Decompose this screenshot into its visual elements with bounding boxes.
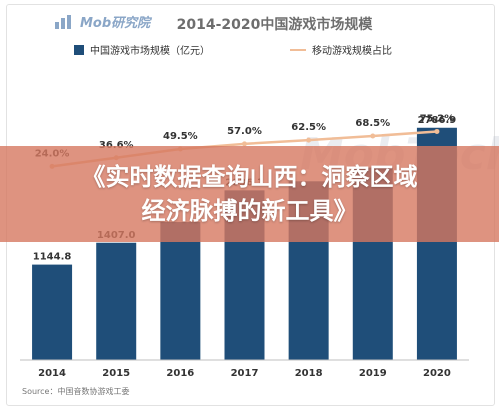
bar-2014 — [32, 264, 73, 360]
brand-logo: Mob研究院 — [54, 12, 150, 31]
line-value-label: 62.5% — [291, 122, 326, 133]
x-tick-label: 2019 — [359, 368, 387, 379]
line-value-label: 36.6% — [99, 140, 134, 151]
x-tick-label: 2017 — [231, 368, 259, 379]
x-tick-label: 2015 — [102, 368, 130, 379]
mobile-share-point — [242, 141, 247, 147]
x-tick-label: 2020 — [423, 368, 451, 379]
legend-label: 移动游戏规模占比 — [312, 46, 392, 57]
mob-logo-icon — [55, 14, 71, 29]
line-value-label: 68.5% — [355, 118, 390, 129]
legend-line-swatch — [290, 48, 306, 51]
legend-bar-swatch — [74, 44, 84, 55]
line-value-label: 49.5% — [163, 131, 198, 142]
bar-2016 — [160, 222, 201, 360]
legend-item-mobile-share: 移动游戏规模占比 — [290, 42, 392, 57]
bar-value-label: 1144.8 — [33, 252, 72, 263]
x-tick-label: 2014 — [38, 368, 66, 379]
banner-line-1: 《实时数据查询山西：洞察区域 — [81, 163, 418, 191]
legend-label: 中国游戏市场规模（亿元） — [90, 46, 210, 57]
line-value-label: 57.0% — [227, 126, 262, 137]
mobile-share-point — [306, 137, 312, 143]
logo-text: Mob研究院 — [80, 16, 151, 31]
source-note: Source：中国音数协游戏工委 — [22, 387, 130, 396]
line-value-label: 75.2% — [420, 113, 455, 124]
banner-line-2: 经济脉搏的新工具》 — [141, 197, 358, 225]
x-tick-label: 2016 — [166, 368, 194, 379]
mobile-share-point — [434, 128, 440, 134]
bar-value-label: 2786.9 — [418, 115, 457, 126]
chart-legend: 中国游戏市场规模（亿元） 移动游戏规模占比 — [0, 42, 499, 62]
mobile-share-point — [370, 133, 376, 139]
bar-2015 — [96, 242, 137, 360]
chart-title: 2014-2020中国游戏市场规模 — [176, 17, 373, 33]
overlay-banner: 《实时数据查询山西：洞察区域 经济脉搏的新工具》 — [0, 146, 499, 242]
legend-item-market-size: 中国游戏市场规模（亿元） — [74, 42, 210, 57]
x-tick-label: 2018 — [295, 368, 323, 379]
